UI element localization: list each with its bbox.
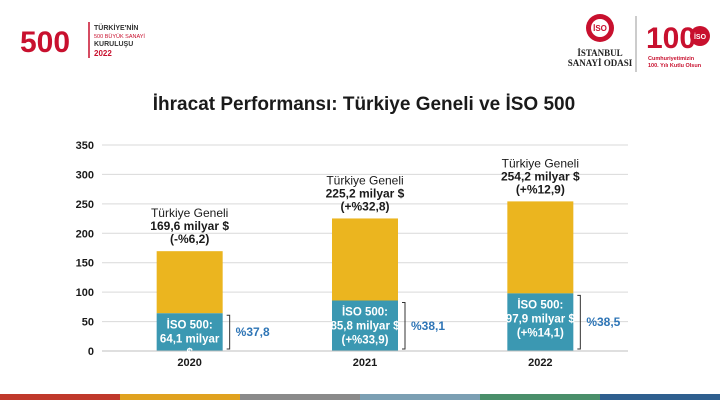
share-bracket — [577, 294, 581, 350]
share-label: %37,8 — [236, 325, 270, 339]
y-tick-label: 300 — [76, 169, 94, 181]
data-label-iso-500: 97,9 milyar $ — [506, 313, 576, 325]
bar-iso-500 — [507, 293, 574, 351]
event-logo-year: 2022 — [94, 49, 112, 58]
x-tick-label: 2021 — [353, 357, 377, 369]
y-tick-label: 150 — [76, 258, 94, 270]
y-tick-label: 50 — [82, 317, 94, 329]
event-logo: 500 TÜRKİYE'NİN 500 BÜYÜK SANAYİ KURULUŞ… — [20, 22, 145, 59]
badge-icon — [690, 26, 710, 46]
bar-turkiye-geneli — [156, 251, 223, 314]
bottom-bar-segment — [120, 394, 240, 400]
y-tick-label: 100 — [76, 287, 94, 299]
bar-iso-500 — [156, 313, 223, 351]
x-tick-label: 2022 — [528, 357, 552, 369]
iso-logo: İSO İSTANBUL SANAYİ ODASI — [568, 14, 633, 68]
bottom-bar-segment — [240, 394, 360, 400]
share-bracket — [402, 302, 406, 350]
data-label-turkiye-geneli: (+%12,9) — [516, 182, 565, 196]
data-label-iso-500: 64,1 milyar — [160, 333, 220, 345]
centennial-logo-number: 100 — [646, 22, 696, 55]
data-label-iso-500: $ — [186, 347, 193, 359]
data-label-turkiye-geneli: Türkiye Geneli — [151, 206, 228, 220]
share-label: %38,5 — [586, 315, 620, 329]
data-label-turkiye-geneli: 254,2 milyar $ — [501, 169, 580, 183]
data-label-turkiye-geneli: 225,2 milyar $ — [326, 186, 405, 200]
event-logo-number: 500 — [20, 26, 70, 59]
y-axis: 0 50 100 150 200 250 300 350 — [76, 140, 94, 358]
data-label-turkiye-geneli: Türkiye Geneli — [326, 173, 403, 187]
bar-turkiye-geneli — [332, 218, 398, 301]
data-label-turkiye-geneli: 169,6 milyar $ — [150, 219, 229, 233]
iso-logo-line2: SANAYİ ODASI — [568, 58, 633, 68]
bars — [156, 201, 574, 351]
iso-logo-badge: İSO — [593, 24, 607, 33]
data-label-iso-500: İSO 500: — [517, 298, 563, 311]
y-tick-label: 0 — [88, 346, 94, 358]
bar-turkiye-geneli — [507, 201, 574, 294]
y-tick-label: 200 — [76, 228, 94, 240]
data-label-turkiye-geneli: Türkiye Geneli — [502, 156, 579, 170]
chart-title: İhracat Performansı: Türkiye Geneli ve İ… — [153, 94, 575, 115]
data-label-iso-500: 85,8 milyar $ — [330, 321, 400, 333]
share-bracket — [226, 314, 231, 350]
bottom-bar-segment — [360, 394, 480, 400]
centennial-logo-line2: 100. Yılı Kutlu Olsun — [648, 63, 702, 69]
centennial-logo-line1: Cumhuriyetimizin — [648, 56, 695, 62]
data-label-turkiye-geneli: (+%32,8) — [340, 199, 389, 213]
data-label-iso-500: (+%14,1) — [517, 327, 564, 339]
y-tick-label: 250 — [76, 199, 94, 211]
bottom-bar-segment — [600, 394, 720, 400]
data-label-iso-500: (+%33,9) — [342, 335, 389, 347]
x-axis: 2020 2021 2022 — [102, 350, 628, 369]
centennial-logo-badge: İSO — [694, 33, 707, 41]
bar-iso-500 — [332, 300, 398, 351]
data-label-iso-500: İSO 500: — [342, 306, 388, 319]
data-label-turkiye-geneli: (-%6,2) — [170, 232, 209, 246]
event-logo-line1: TÜRKİYE'NİN — [94, 23, 138, 32]
y-tick-label: 350 — [76, 140, 94, 152]
share-label: %38,1 — [411, 319, 445, 333]
centennial-logo: 100 İSO Cumhuriyetimizin 100. Yılı Kutlu… — [646, 22, 710, 69]
iso-logo-line1: İSTANBUL — [577, 48, 622, 58]
bottom-bar-segment — [480, 394, 600, 400]
event-logo-line2: 500 BÜYÜK SANAYİ — [94, 33, 145, 40]
data-label-iso-500: İSO 500: — [167, 318, 213, 331]
x-tick-label: 2020 — [177, 357, 201, 369]
bottom-bar-segment — [0, 394, 120, 400]
bottom-color-bar — [0, 394, 720, 400]
event-logo-line3: KURULUŞU — [94, 41, 133, 48]
